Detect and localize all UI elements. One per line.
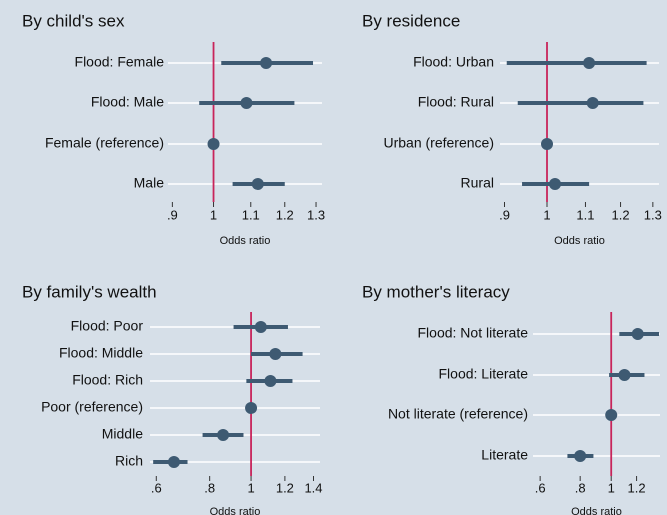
- point-estimate: [240, 97, 253, 109]
- panel-title: By residence: [362, 11, 460, 30]
- x-tick-label: 1: [247, 480, 254, 495]
- row-label: Literate: [481, 447, 528, 463]
- row-label: Flood: Poor: [71, 318, 144, 334]
- point-estimate: [167, 456, 180, 468]
- row-label: Flood: Middle: [59, 345, 143, 361]
- x-tick-label: .9: [167, 207, 178, 222]
- point-estimate: [631, 328, 644, 340]
- point-estimate: [583, 57, 596, 69]
- row-label: Flood: Rich: [72, 372, 143, 388]
- panel-title: By child's sex: [22, 11, 125, 30]
- point-estimate: [574, 450, 587, 462]
- x-tick-label: 1.2: [628, 480, 646, 495]
- x-tick-label: 1.2: [276, 480, 294, 495]
- point-estimate: [269, 348, 282, 360]
- x-axis-label: Odds ratio: [210, 506, 261, 515]
- point-estimate: [217, 429, 230, 441]
- row-label: Flood: Male: [91, 94, 164, 110]
- row-label: Poor (reference): [41, 399, 143, 415]
- row-label: Female (reference): [45, 135, 164, 151]
- point-estimate: [245, 402, 258, 414]
- x-tick-label: 1: [210, 207, 217, 222]
- row-label: Not literate (reference): [388, 406, 528, 422]
- point-estimate: [264, 375, 277, 387]
- point-estimate: [548, 178, 561, 190]
- x-tick-label: 1: [608, 480, 615, 495]
- x-tick-label: .9: [499, 207, 510, 222]
- row-label: Flood: Not literate: [418, 325, 529, 341]
- row-label: Flood: Rural: [418, 94, 494, 110]
- point-estimate: [541, 138, 554, 150]
- x-tick-label: 1.2: [612, 207, 630, 222]
- point-estimate: [618, 369, 631, 381]
- row-label: Flood: Urban: [413, 54, 494, 70]
- point-estimate: [254, 321, 267, 333]
- point-estimate: [260, 57, 273, 69]
- x-tick-label: 1.4: [304, 480, 322, 495]
- panel-title: By mother's literacy: [362, 282, 510, 301]
- x-tick-label: .6: [151, 480, 162, 495]
- row-label: Male: [134, 175, 165, 191]
- row-label: Flood: Female: [75, 54, 165, 70]
- x-tick-label: 1.1: [576, 207, 594, 222]
- row-label: Flood: Literate: [439, 366, 529, 382]
- row-label: Middle: [102, 426, 143, 442]
- row-label: Rich: [115, 453, 143, 469]
- x-tick-label: .6: [535, 480, 546, 495]
- x-axis-label: Odds ratio: [220, 235, 271, 247]
- point-estimate: [586, 97, 599, 109]
- panel-title: By family's wealth: [22, 282, 157, 301]
- x-tick-label: .8: [204, 480, 215, 495]
- x-tick-label: 1: [543, 207, 550, 222]
- x-tick-label: 1.1: [242, 207, 260, 222]
- row-label: Rural: [461, 175, 494, 191]
- row-label: Urban (reference): [384, 135, 495, 151]
- x-tick-label: .8: [575, 480, 586, 495]
- x-axis-label: Odds ratio: [571, 506, 622, 515]
- point-estimate: [207, 138, 220, 150]
- x-tick-label: 1.3: [307, 207, 325, 222]
- point-estimate: [605, 409, 618, 421]
- x-tick-label: 1.2: [276, 207, 294, 222]
- point-estimate: [251, 178, 264, 190]
- x-tick-label: 1.3: [644, 207, 662, 222]
- x-axis-label: Odds ratio: [554, 235, 605, 247]
